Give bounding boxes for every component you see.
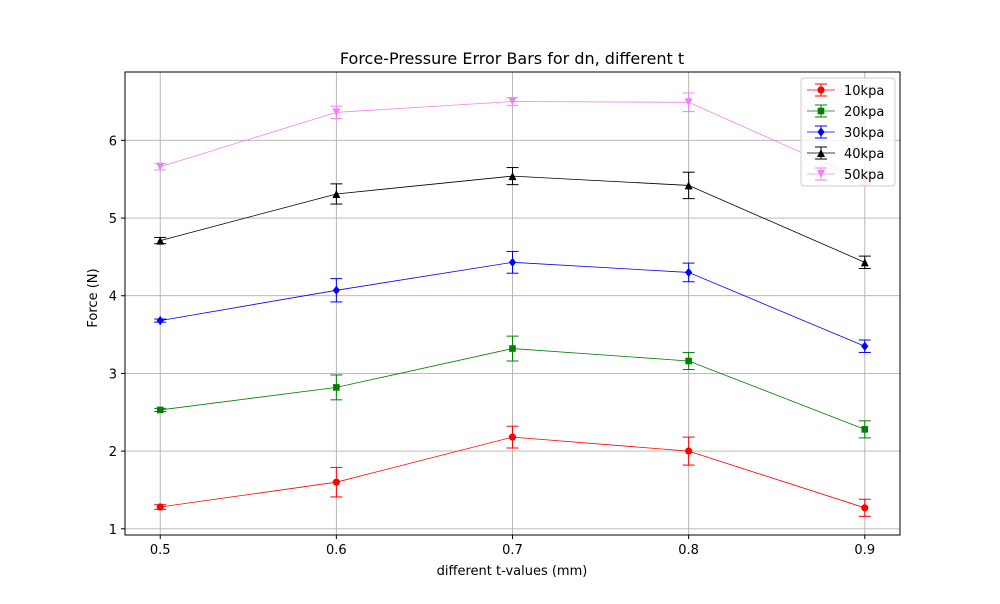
data-point — [332, 478, 340, 486]
y-axis-label: Force (N) — [86, 268, 101, 327]
data-point — [860, 258, 869, 267]
legend-item-50kpa: 50kpa — [807, 167, 884, 183]
data-point — [508, 172, 517, 181]
y-tick-label: 4 — [109, 290, 117, 305]
series-10kpa — [154, 425, 871, 517]
data-point — [509, 345, 516, 352]
legend-marker — [817, 107, 825, 115]
legend-item-40kpa: 40kpa — [807, 146, 884, 162]
legend-marker — [817, 149, 825, 157]
series-30kpa — [154, 250, 871, 353]
data-point — [156, 406, 164, 414]
data-point — [508, 97, 517, 106]
data-point — [861, 504, 869, 512]
data-point — [685, 447, 693, 455]
legend-label: 30kpa — [844, 126, 884, 141]
y-tick-label: 6 — [109, 134, 117, 149]
legend-item-20kpa: 20kpa — [807, 104, 884, 120]
legend-item-10kpa: 10kpa — [807, 83, 884, 99]
data-point — [156, 315, 164, 326]
legend: 10kpa 20kpa 30kpa 40kpa 50kpa — [800, 77, 896, 187]
x-axis-label: different t-values (mm) — [437, 564, 588, 579]
data-point — [332, 108, 341, 117]
legend-marker — [817, 86, 825, 94]
x-tick-label: 0.8 — [678, 543, 699, 558]
data-point — [861, 341, 869, 351]
data-point — [685, 357, 692, 365]
data-point — [861, 426, 869, 433]
data-point — [332, 189, 341, 198]
data-point — [156, 162, 165, 171]
legend-label: 40kpa — [844, 147, 884, 162]
y-tick-label: 3 — [109, 367, 117, 382]
legend-item-30kpa: 30kpa — [807, 125, 884, 141]
legend-marker — [817, 170, 825, 178]
x-tick-label: 0.9 — [854, 543, 875, 558]
legend-label: 20kpa — [844, 105, 884, 120]
data-point — [684, 181, 693, 190]
data-point — [508, 257, 517, 267]
data-point — [508, 433, 517, 441]
legend-marker — [817, 127, 825, 137]
data-point — [684, 98, 693, 107]
y-tick-label: 5 — [109, 212, 117, 227]
data-point — [332, 285, 340, 295]
y-tick-label: 2 — [109, 445, 117, 460]
data-point — [156, 503, 164, 511]
chart-title: Force-Pressure Error Bars for dn, differ… — [340, 49, 684, 68]
legend-label: 10kpa — [844, 84, 884, 99]
x-tick-label: 0.6 — [326, 543, 347, 558]
y-axis-ticks: 1 2 3 4 5 6 — [109, 134, 125, 538]
series-40kpa — [154, 167, 871, 270]
series-20kpa — [154, 335, 871, 439]
x-tick-label: 0.7 — [502, 543, 523, 558]
x-axis-ticks: 0.5 0.6 0.7 0.8 0.9 — [150, 535, 875, 558]
legend-label: 50kpa — [844, 168, 884, 183]
data-point — [156, 236, 165, 245]
data-point — [685, 267, 693, 278]
y-tick-label: 1 — [109, 523, 117, 538]
x-tick-label: 0.5 — [150, 543, 171, 558]
data-point — [333, 384, 340, 391]
